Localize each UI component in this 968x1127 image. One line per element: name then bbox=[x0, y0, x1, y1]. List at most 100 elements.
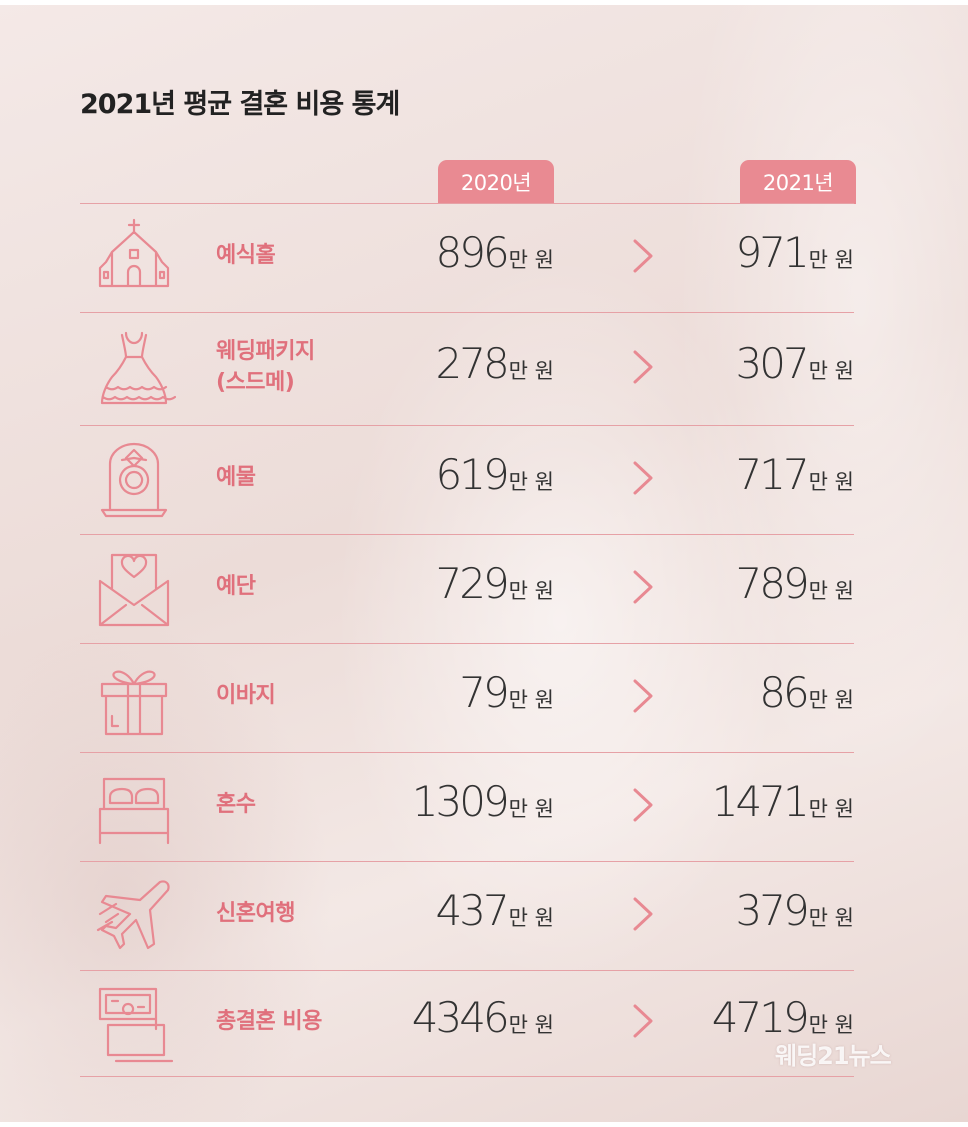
chart-title: 2021년 평균 결혼 비용 통계 bbox=[80, 89, 400, 120]
value-unit: 만 원 bbox=[508, 578, 554, 603]
value-number: 971 bbox=[735, 227, 810, 277]
value-unit: 만 원 bbox=[508, 796, 554, 821]
row-label-line: 혼수 bbox=[216, 792, 256, 817]
value-unit: 만 원 bbox=[508, 905, 554, 930]
value-2020: 79 만 원 bbox=[459, 668, 554, 717]
wedding-dress-icon bbox=[92, 327, 177, 411]
row-label-line: 예단 bbox=[216, 574, 256, 599]
row-label: 혼수 bbox=[216, 789, 256, 820]
chevron-right-icon bbox=[630, 678, 656, 714]
value-number: 379 bbox=[735, 885, 810, 935]
row-divider bbox=[80, 203, 854, 204]
value-2020: 729 만 원 bbox=[436, 559, 555, 608]
value-unit: 만 원 bbox=[808, 687, 854, 712]
value-unit: 만 원 bbox=[808, 796, 854, 821]
bed-icon bbox=[92, 765, 176, 849]
table-row: 신혼여행 437 만 원 379 만 원 bbox=[80, 861, 854, 970]
row-divider bbox=[80, 312, 854, 313]
value-unit: 만 원 bbox=[808, 469, 854, 494]
value-number: 4346 bbox=[411, 993, 510, 1042]
chevron-right-icon bbox=[630, 896, 656, 932]
row-label: 신혼여행 bbox=[216, 898, 295, 929]
row-label: 웨딩패키지 (스드메) bbox=[216, 336, 315, 398]
value-number: 619 bbox=[435, 449, 510, 499]
value-2021: 379 만 원 bbox=[736, 886, 855, 935]
value-number: 717 bbox=[735, 449, 810, 499]
table-row: 이바지 79 만 원 86 만 원 bbox=[80, 643, 854, 752]
row-divider bbox=[80, 534, 854, 535]
value-number: 789 bbox=[735, 558, 810, 608]
value-2020: 619 만 원 bbox=[436, 450, 555, 499]
watermark: 웨딩21뉴스 bbox=[775, 1042, 892, 1070]
row-label-line: (스드메) bbox=[216, 369, 295, 395]
value-unit: 만 원 bbox=[508, 469, 554, 494]
row-divider bbox=[80, 752, 854, 753]
value-unit: 만 원 bbox=[508, 687, 554, 712]
value-2021: 86 만 원 bbox=[759, 668, 854, 717]
year-badge-2020: 2020년 bbox=[438, 160, 554, 204]
value-2021: 971 만 원 bbox=[736, 228, 855, 277]
value-unit: 만 원 bbox=[508, 247, 554, 272]
table-row: 웨딩패키지 (스드메) 278 만 원 307 만 원 bbox=[80, 312, 854, 425]
value-unit: 만 원 bbox=[808, 247, 854, 272]
value-2020: 278 만 원 bbox=[436, 339, 555, 388]
value-number: 4719 bbox=[711, 993, 810, 1042]
value-2020: 4346 만 원 bbox=[412, 993, 554, 1042]
value-2021: 789 만 원 bbox=[736, 559, 855, 608]
value-unit: 만 원 bbox=[808, 905, 854, 930]
table-row: 총결혼 비용 4346 만 원 4719 만 원 bbox=[80, 970, 854, 1076]
row-divider bbox=[80, 970, 854, 971]
value-unit: 만 원 bbox=[808, 1013, 854, 1037]
row-divider bbox=[80, 861, 854, 862]
row-label: 총결혼 비용 bbox=[216, 1006, 322, 1037]
chevron-right-icon bbox=[630, 349, 656, 385]
row-divider bbox=[80, 643, 854, 644]
ring-box-icon bbox=[92, 438, 176, 522]
value-number: 278 bbox=[435, 338, 510, 388]
row-label-line: 총결혼 비용 bbox=[216, 1008, 322, 1034]
row-label-line: 예물 bbox=[216, 465, 256, 490]
chevron-right-icon bbox=[630, 238, 656, 274]
row-label-line: 신혼여행 bbox=[216, 901, 295, 926]
row-label-line: 이바지 bbox=[216, 683, 276, 708]
row-label: 예단 bbox=[216, 571, 256, 602]
row-label: 예식홀 bbox=[216, 240, 276, 271]
value-number: 86 bbox=[759, 667, 809, 717]
table-row: 예식홀 896 만 원 971 만 원 bbox=[80, 203, 854, 312]
envelope-heart-icon bbox=[92, 547, 176, 631]
table-row: 예물 619 만 원 717 만 원 bbox=[80, 425, 854, 534]
airplane-icon bbox=[92, 874, 176, 958]
chapel-icon bbox=[92, 216, 176, 300]
value-number: 729 bbox=[435, 558, 510, 608]
value-unit: 만 원 bbox=[508, 358, 554, 383]
value-number: 1309 bbox=[411, 776, 510, 826]
row-label: 이바지 bbox=[216, 680, 276, 711]
gift-box-icon bbox=[92, 656, 176, 740]
value-number: 437 bbox=[435, 885, 510, 935]
row-label-line: 예식홀 bbox=[216, 243, 276, 268]
value-unit: 만 원 bbox=[808, 358, 854, 383]
value-2021: 307 만 원 bbox=[736, 339, 855, 388]
value-unit: 만 원 bbox=[808, 578, 854, 603]
money-stack-icon bbox=[92, 981, 176, 1065]
value-number: 896 bbox=[435, 227, 510, 277]
value-number: 1471 bbox=[711, 776, 810, 826]
bottom-edge bbox=[0, 1122, 968, 1127]
value-number: 79 bbox=[459, 667, 509, 717]
row-divider bbox=[80, 425, 854, 426]
row-label-line: 웨딩패키지 bbox=[216, 338, 315, 364]
row-divider bbox=[80, 1076, 854, 1077]
chevron-right-icon bbox=[630, 460, 656, 496]
row-label: 예물 bbox=[216, 462, 256, 493]
chevron-right-icon bbox=[630, 787, 656, 823]
value-number: 307 bbox=[735, 338, 810, 388]
chevron-right-icon bbox=[630, 1003, 656, 1039]
value-2020: 1309 만 원 bbox=[412, 777, 554, 826]
table-row: 혼수 1309 만 원 1471 만 원 bbox=[80, 752, 854, 861]
value-2021: 4719 만 원 bbox=[712, 993, 854, 1042]
year-badge-2021: 2021년 bbox=[740, 160, 856, 204]
value-2020: 896 만 원 bbox=[436, 228, 555, 277]
value-2021: 717 만 원 bbox=[736, 450, 855, 499]
value-unit: 만 원 bbox=[508, 1013, 554, 1037]
value-2021: 1471 만 원 bbox=[712, 777, 854, 826]
